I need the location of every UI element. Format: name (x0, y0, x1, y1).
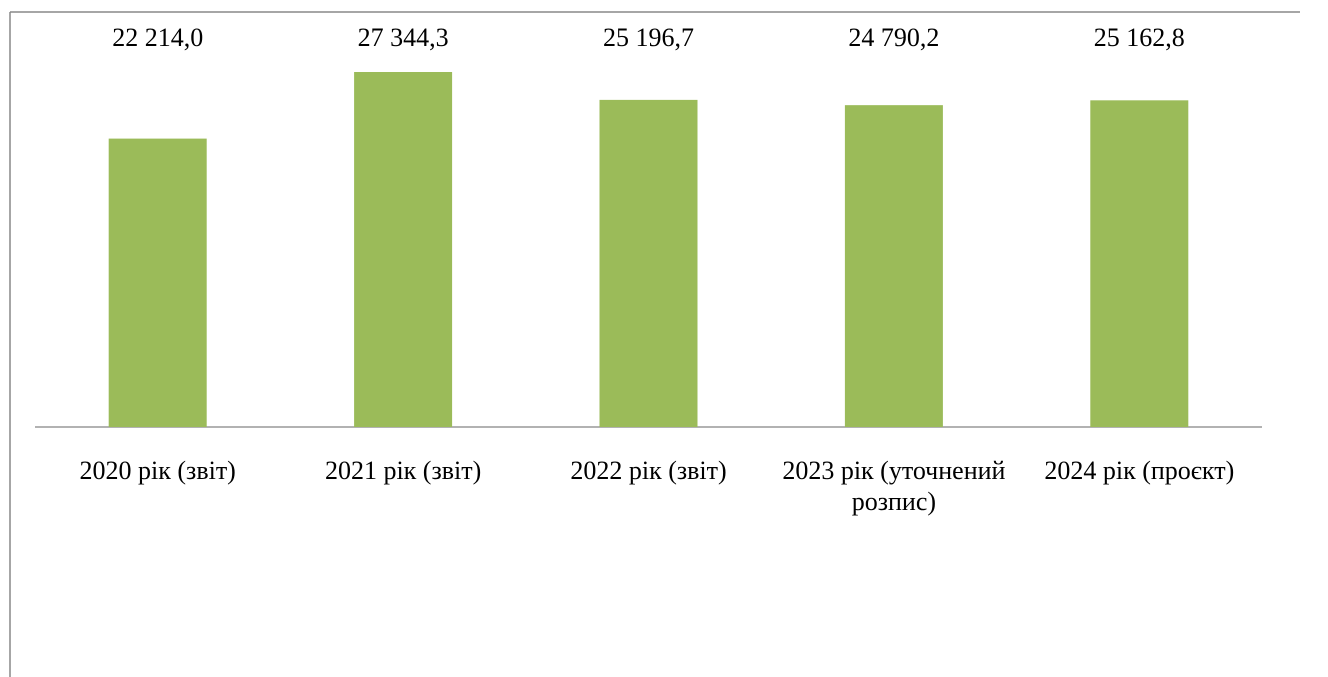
bar (844, 105, 943, 428)
x-tick-label: 2020 рік (звіт) (79, 456, 236, 485)
data-label: 24 790,2 (848, 23, 940, 52)
x-tick-label: 2023 рік (уточнений розпис) (782, 456, 1006, 516)
bar (599, 99, 698, 428)
data-label: 25 196,7 (603, 23, 694, 52)
data-label: 27 344,3 (357, 23, 449, 52)
x-tick-label: 2022 рік (звіт) (570, 456, 727, 485)
bar (354, 72, 453, 427)
data-label: 25 162,8 (1093, 23, 1185, 52)
bar (1090, 100, 1189, 427)
x-tick-label: 2024 рік (проєкт) (1044, 456, 1235, 485)
bar (108, 138, 207, 427)
x-tick-label: 2021 рік (звіт) (324, 456, 482, 485)
data-label: 22 214,0 (112, 23, 204, 52)
